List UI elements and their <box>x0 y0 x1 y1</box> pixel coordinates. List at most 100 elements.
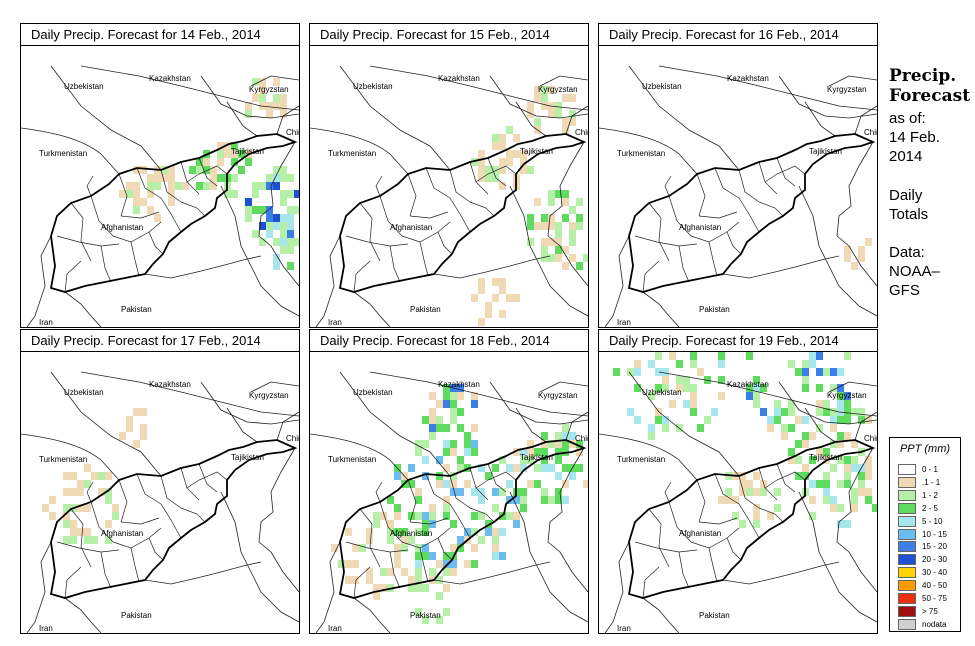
province-border <box>738 197 760 233</box>
precip-cell <box>224 150 231 158</box>
precip-cell <box>562 480 569 488</box>
precip-cell <box>527 456 534 464</box>
precip-cell <box>548 214 555 222</box>
province-border <box>120 517 160 525</box>
province-border <box>401 221 451 243</box>
precip-cell <box>450 560 457 568</box>
precip-cell <box>555 102 562 110</box>
precip-cell <box>513 496 520 504</box>
country-border <box>220 491 299 623</box>
precip-cell <box>746 392 753 400</box>
country-border <box>604 541 630 633</box>
precip-cell <box>415 568 422 576</box>
precip-cell <box>126 182 133 190</box>
precip-cell <box>711 408 718 416</box>
precip-cell <box>422 552 429 560</box>
precip-cell <box>513 134 520 142</box>
precip-cell <box>238 166 245 174</box>
precip-cell <box>352 560 359 568</box>
province-border <box>668 195 692 237</box>
province-border <box>668 501 692 543</box>
precip-cell <box>555 246 562 254</box>
label-turkmenistan: Turkmenistan <box>617 149 665 158</box>
afghanistan-outline <box>627 133 876 293</box>
precip-cell <box>280 190 287 198</box>
precip-cell <box>506 294 513 302</box>
precip-cell <box>105 472 112 480</box>
label-uzbekistan: Uzbekistan <box>353 82 393 91</box>
legend-swatch <box>898 567 916 579</box>
country-border <box>339 65 451 171</box>
precip-cell <box>196 166 203 174</box>
precip-cell <box>105 520 112 528</box>
sidebar-totals: Daily Totals <box>889 186 928 224</box>
precip-cell <box>865 456 872 464</box>
precip-cell <box>753 472 760 480</box>
legend-title: PPT (mm) <box>899 443 951 455</box>
precip-cell <box>345 528 352 536</box>
precip-cell <box>718 392 725 400</box>
precip-cell <box>865 416 872 424</box>
precip-cell <box>457 488 464 496</box>
precip-cell <box>788 424 795 432</box>
precip-cell <box>394 504 401 512</box>
country-border <box>547 447 588 593</box>
precip-cell <box>858 488 865 496</box>
precip-cell <box>690 408 697 416</box>
precip-cell <box>380 568 387 576</box>
precip-cell <box>802 368 809 376</box>
country-border <box>722 255 840 279</box>
precip-cell <box>196 182 203 190</box>
province-border <box>379 195 403 237</box>
precip-cell <box>464 560 471 568</box>
province-border <box>714 167 740 199</box>
legend-swatch <box>898 489 916 501</box>
precip-cell <box>648 392 655 400</box>
precip-cell <box>513 520 520 528</box>
precip-cell <box>541 448 548 456</box>
precip-cell <box>401 544 408 552</box>
precip-cell <box>478 488 485 496</box>
precip-cell <box>478 158 485 166</box>
precip-cell <box>443 448 450 456</box>
forecast-panel-6: Daily Precip. Forecast for 19 Feb., 2014… <box>598 329 878 634</box>
label-uzbekistan: Uzbekistan <box>642 82 682 91</box>
label-tajikistan: Tajikistan <box>520 453 553 462</box>
precip-cell <box>569 94 576 102</box>
province-border <box>634 541 698 553</box>
country-border <box>258 447 299 593</box>
precip-cell <box>471 544 478 552</box>
precip-cell <box>366 528 373 536</box>
precip-cell <box>823 448 830 456</box>
precip-cell <box>739 480 746 488</box>
precip-cell <box>492 544 499 552</box>
precip-cell <box>809 360 816 368</box>
country-border <box>315 235 341 327</box>
precip-cell <box>809 512 816 520</box>
precip-cell <box>252 94 259 102</box>
precip-cell <box>534 94 541 102</box>
legend-label: 2 - 5 <box>922 503 939 513</box>
precip-cell <box>387 520 394 528</box>
precip-cell <box>443 424 450 432</box>
precip-cell <box>415 552 422 560</box>
precip-cell <box>865 238 872 246</box>
precip-cell <box>70 488 77 496</box>
label-china: China <box>864 128 877 137</box>
precip-cell <box>266 214 273 222</box>
country-border <box>310 127 409 175</box>
country-border <box>369 371 588 417</box>
precip-cell <box>816 400 823 408</box>
label-iran: Iran <box>328 624 342 633</box>
province-border <box>738 503 760 539</box>
afghanistan-outline <box>338 439 587 599</box>
precip-cell <box>513 294 520 302</box>
precip-cell <box>830 384 837 392</box>
precip-cell <box>266 102 273 110</box>
precip-cell <box>266 182 273 190</box>
precip-cell <box>872 504 877 512</box>
precip-cell <box>436 424 443 432</box>
precip-cell <box>576 448 583 456</box>
legend-item: 2 - 5 <box>898 502 962 514</box>
label-kyrgyzstan: Kyrgyzstan <box>538 85 578 94</box>
